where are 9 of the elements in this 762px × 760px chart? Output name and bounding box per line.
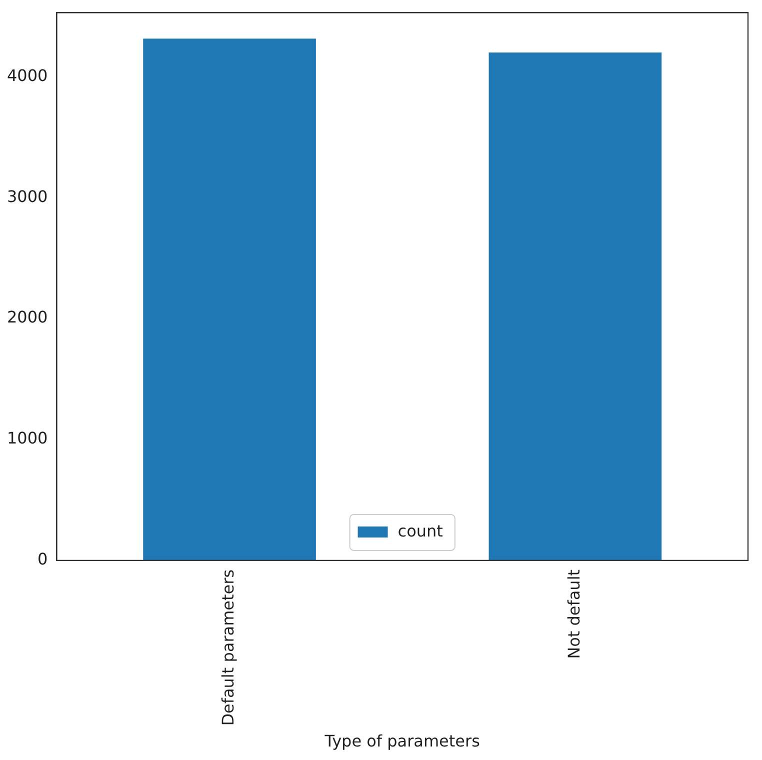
y-tick-label: 4000 bbox=[7, 66, 48, 85]
x-tick-label: Default parameters bbox=[218, 569, 238, 726]
x-tick-label: Not default bbox=[564, 569, 584, 659]
x-axis-title: Type of parameters bbox=[324, 732, 480, 751]
y-tick-label: 2000 bbox=[7, 308, 48, 327]
y-tick-label: 0 bbox=[38, 550, 48, 569]
y-tick-label: 3000 bbox=[7, 186, 48, 206]
legend-label: count bbox=[398, 522, 443, 541]
y-tick-label: 1000 bbox=[7, 428, 48, 448]
